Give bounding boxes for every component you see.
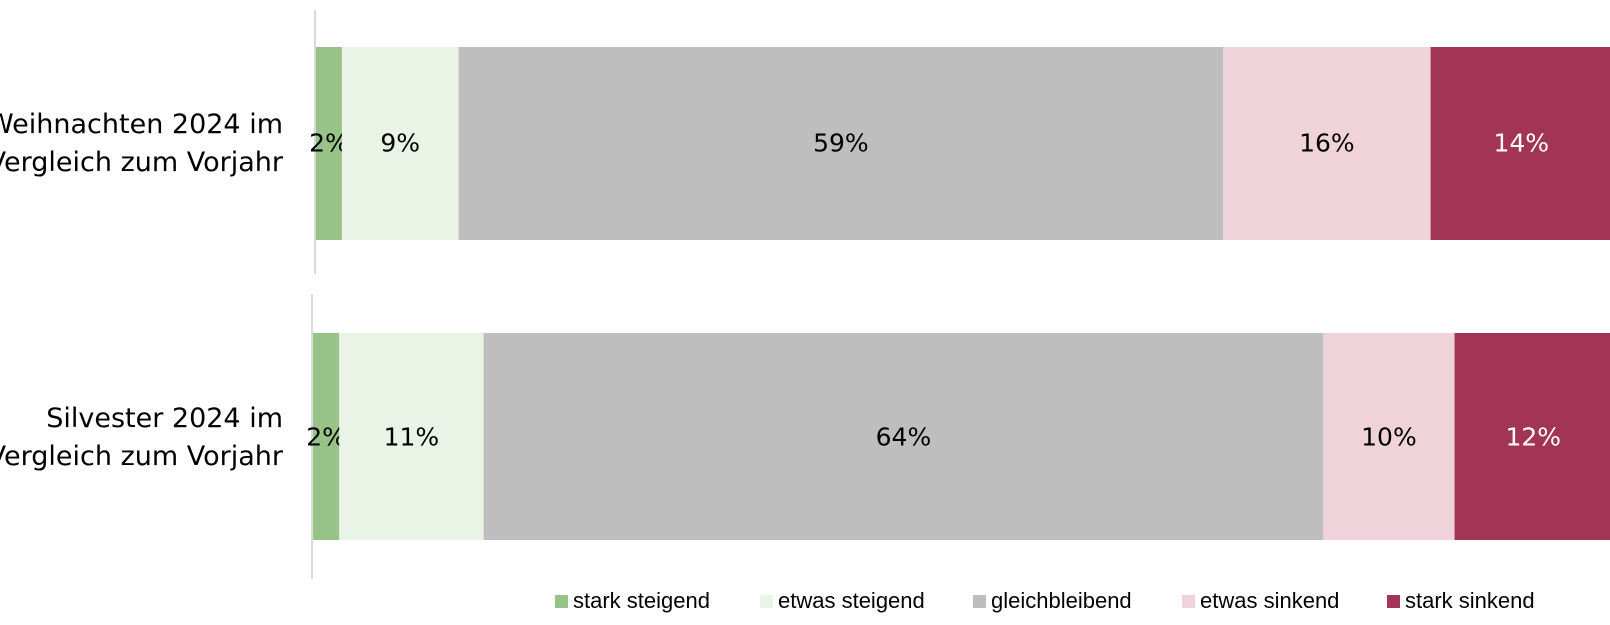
- data-label: 14%: [1493, 129, 1549, 158]
- legend-swatch: [1387, 594, 1400, 608]
- stacked-bar-chart: 2% 9% 59% 16% 14%Weihnachten 2024 im Vergleic…: [0, 10, 1610, 579]
- legend-item: etwas steigend: [760, 583, 925, 619]
- legend-item: gleichbleibend: [973, 583, 1132, 619]
- data-label: 11%: [384, 423, 440, 452]
- legend-label: etwas sinkend: [1200, 588, 1340, 613]
- bar-segment: [339, 333, 484, 540]
- legend-item: stark steigend: [555, 583, 710, 619]
- bar-segment: [341, 47, 459, 240]
- legend-label: gleichbleibend: [991, 588, 1132, 613]
- data-label: 9%: [380, 129, 420, 158]
- legend-swatch: [760, 594, 773, 608]
- legend-label: stark sinkend: [1405, 588, 1535, 613]
- legend-label: etwas steigend: [778, 588, 925, 613]
- bar-segment: [1454, 333, 1610, 540]
- chart-legend: stark steigend etwas steigend gleichbleibe…: [0, 583, 1610, 619]
- data-label: 10%: [1361, 423, 1417, 452]
- bar-segment: [1323, 333, 1455, 540]
- legend-item: etwas sinkend: [1182, 583, 1339, 619]
- bar-segment: [458, 47, 1224, 240]
- legend-swatch: [1182, 594, 1195, 608]
- bar-segment: [1430, 47, 1610, 240]
- data-label: 12%: [1505, 423, 1561, 452]
- bar-segment: [313, 333, 340, 540]
- data-label: 64%: [876, 423, 932, 452]
- bar-segment: [483, 333, 1324, 540]
- category-label: Weihnachten 2024 im Vergleich zum Vorjahr: [0, 109, 284, 178]
- bar-segment: [1223, 47, 1431, 240]
- legend-item: stark sinkend: [1387, 583, 1535, 619]
- data-label: 59%: [813, 129, 869, 158]
- data-label: 16%: [1299, 129, 1355, 158]
- category-label: Silvester 2024 im Vergleich zum Vorjahr: [0, 403, 284, 472]
- legend-swatch: [973, 594, 986, 608]
- bar-segment: [316, 47, 342, 240]
- legend-label: stark steigend: [573, 588, 710, 613]
- legend-swatch: [555, 594, 568, 608]
